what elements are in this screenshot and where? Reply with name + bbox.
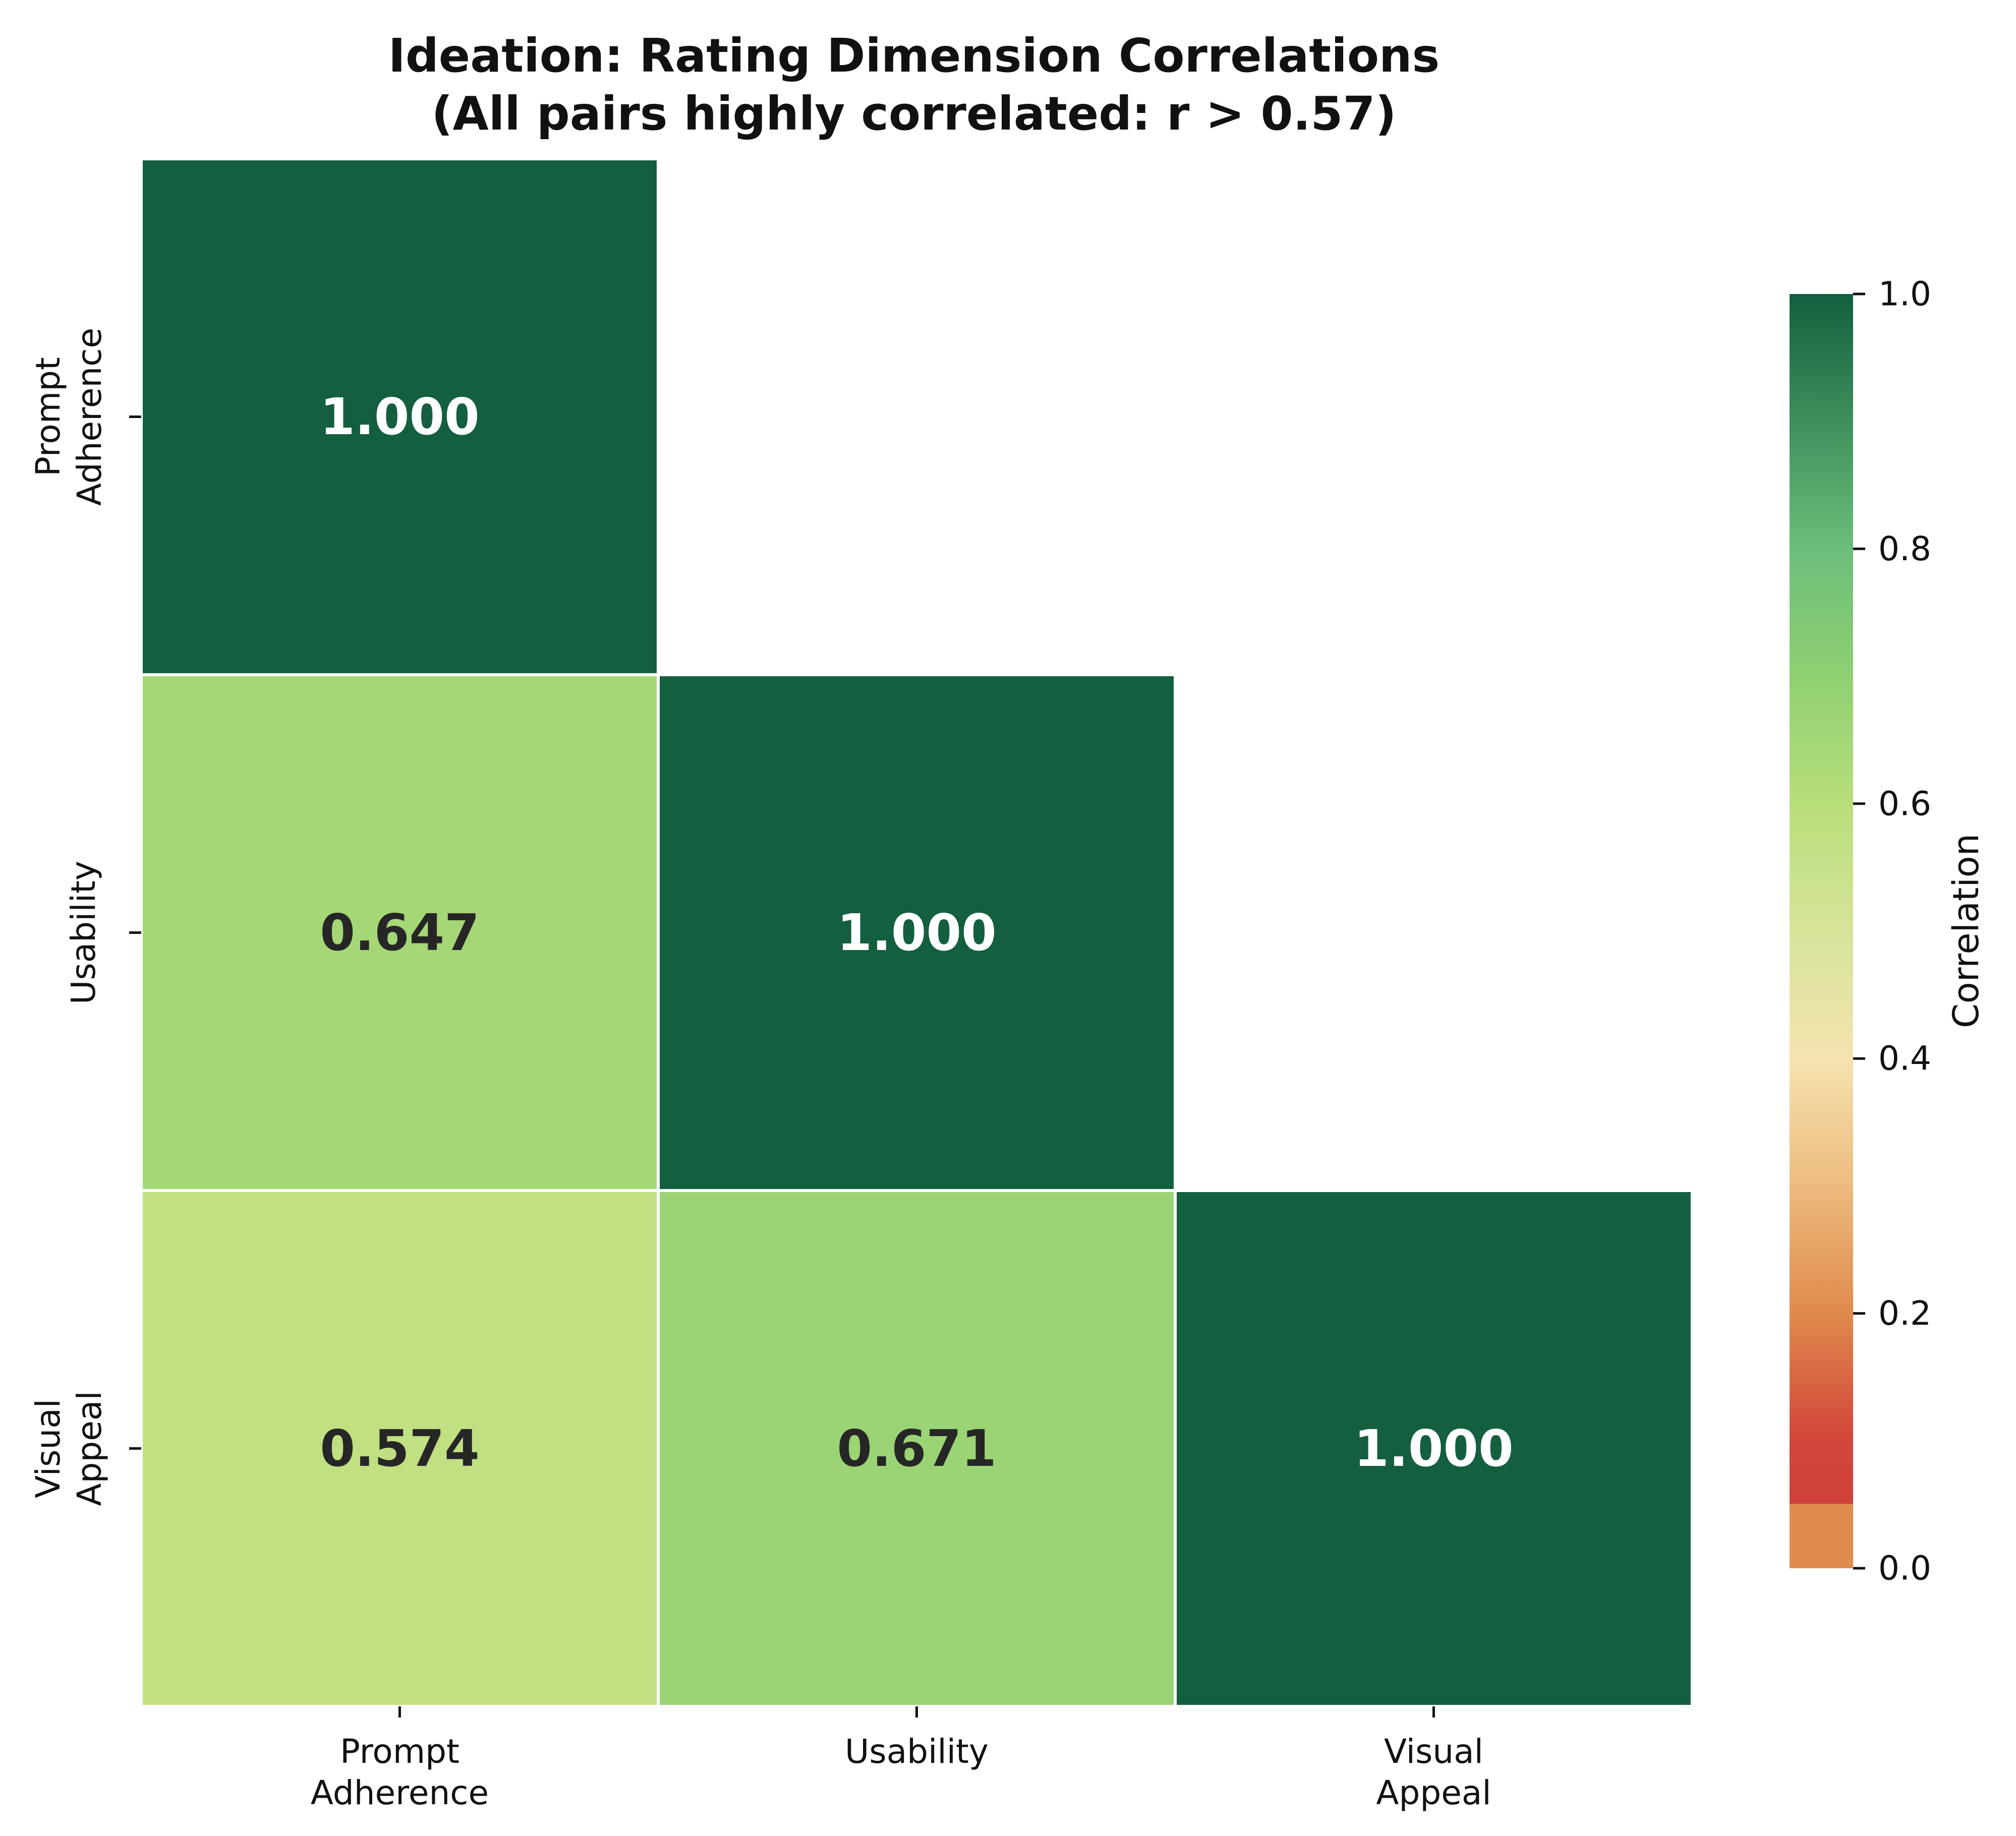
colorbar: 0.0 0.2 0.4 0.6 0.8 1.0 Correlation bbox=[1790, 275, 1987, 1588]
x-tick-label: Prompt bbox=[340, 1732, 459, 1771]
cell-value-label: 0.647 bbox=[320, 903, 479, 962]
y-tick-label: Adherence bbox=[70, 328, 109, 506]
colorbar-tick-label: 0.6 bbox=[1878, 784, 1931, 823]
heatmap-cell bbox=[140, 673, 660, 1192]
colorbar-tick-label: 0.4 bbox=[1878, 1039, 1931, 1078]
y-tick-label: Prompt bbox=[29, 357, 68, 477]
y-tick-label: Appeal bbox=[70, 1391, 109, 1506]
colorbar-tick-label: 0.0 bbox=[1878, 1549, 1931, 1588]
heatmap-cell bbox=[140, 157, 660, 676]
heatmap-cells bbox=[140, 157, 1694, 1708]
colorbar-gradient bbox=[1790, 294, 1853, 1568]
colorbar-label: Correlation bbox=[1945, 834, 1987, 1028]
colorbar-tick-label: 0.8 bbox=[1878, 529, 1931, 568]
cell-value-label: 1.000 bbox=[1354, 1419, 1513, 1478]
heatmap-cell bbox=[657, 1189, 1177, 1708]
cell-value-label: 1.000 bbox=[320, 387, 479, 446]
colorbar-tick-label: 0.2 bbox=[1878, 1294, 1931, 1333]
colorbar-ticks: 0.0 0.2 0.4 0.6 0.8 1.0 bbox=[1853, 275, 1931, 1588]
cell-value-label: 0.671 bbox=[837, 1419, 996, 1478]
y-axis: Prompt Adherence Usability Visual Appeal bbox=[29, 328, 141, 1506]
heatmap-cell bbox=[657, 673, 1177, 1192]
colorbar-tick-label: 1.0 bbox=[1878, 275, 1931, 314]
x-tick-label: Adherence bbox=[311, 1773, 489, 1812]
cell-value-label: 1.000 bbox=[837, 903, 996, 962]
heatmap-cell bbox=[140, 1189, 660, 1708]
heatmap-cell bbox=[1174, 1189, 1694, 1708]
y-tick-label: Visual bbox=[29, 1399, 68, 1498]
x-tick-label: Appeal bbox=[1376, 1773, 1491, 1812]
cell-value-label: 0.574 bbox=[320, 1419, 479, 1478]
chart-title-line-2: (All pairs highly correlated: r > 0.57) bbox=[432, 87, 1397, 141]
x-tick-label: Visual bbox=[1384, 1732, 1483, 1771]
chart-title-line-1: Ideation: Rating Dimension Correlations bbox=[388, 29, 1440, 83]
y-tick-label: Usability bbox=[64, 861, 103, 1004]
heatmap-cell-labels: 1.000 0.647 1.000 0.574 0.671 1.000 bbox=[320, 387, 1513, 1478]
x-tick-label: Usability bbox=[845, 1732, 989, 1771]
